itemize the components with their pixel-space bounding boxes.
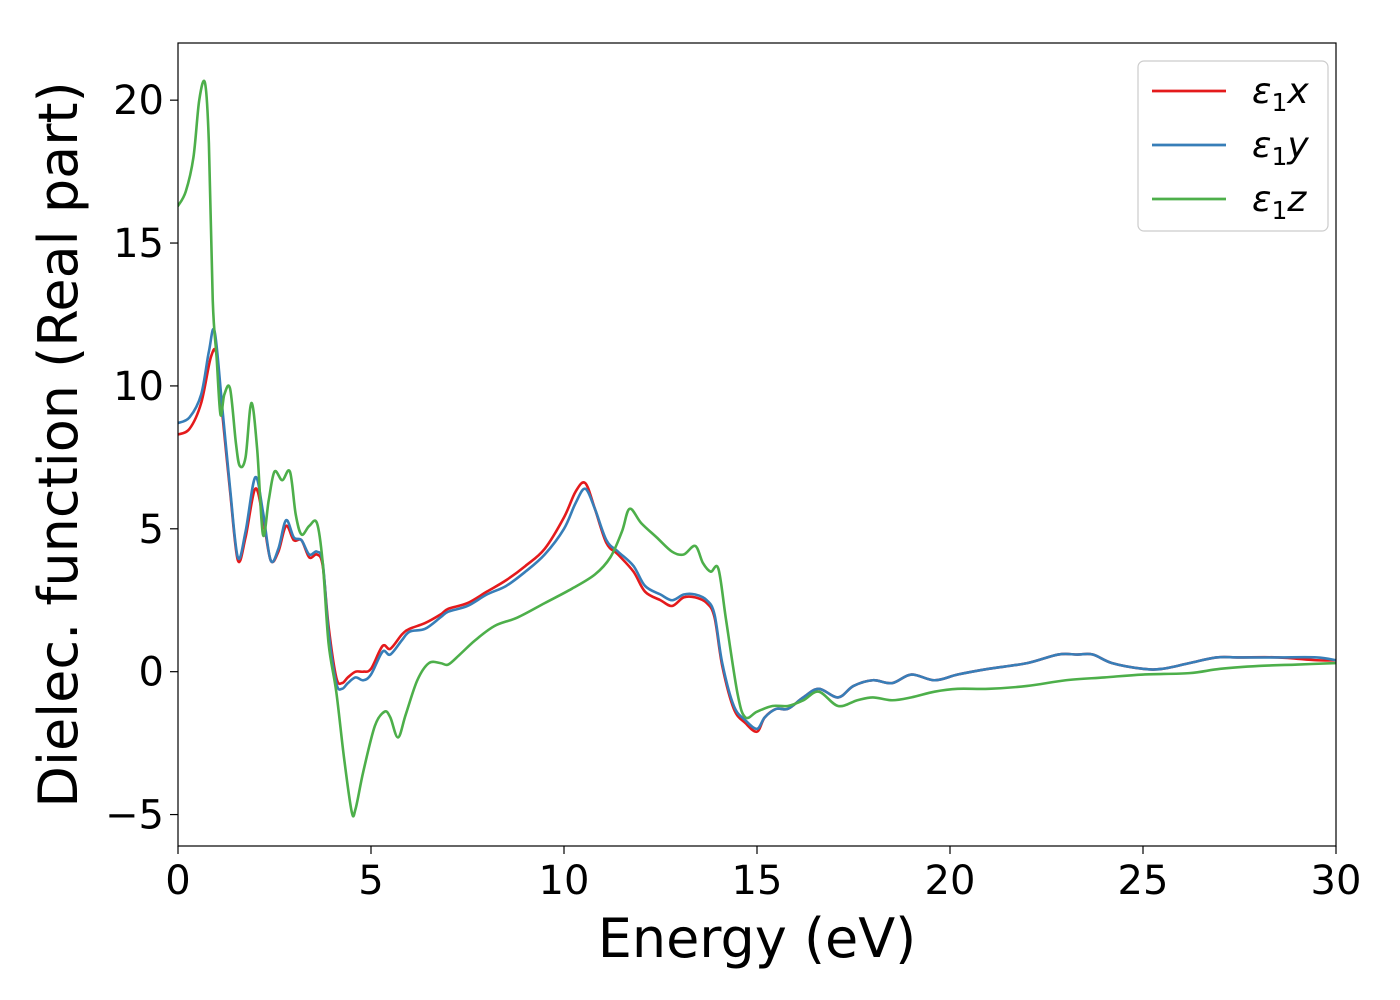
legend-box: [1137, 60, 1329, 232]
legend-label-y: ε1y: [1252, 125, 1309, 171]
legend-label-x: ε1x: [1252, 71, 1309, 117]
x-axis-title: Energy (eV): [598, 907, 917, 970]
y-tick-label: 5: [139, 507, 164, 553]
y-axis-title: Dielec. function (Real part): [27, 81, 90, 807]
legend-label-z: ε1z: [1252, 179, 1307, 225]
x-tick-label: 20: [925, 858, 976, 904]
x-tick-label: 15: [732, 858, 783, 904]
series-line-y: [178, 327, 1336, 731]
y-tick-label: 10: [113, 364, 164, 410]
series-line-z: [178, 79, 1336, 818]
y-tick-label: 15: [113, 221, 164, 267]
x-tick-label: 30: [1311, 858, 1362, 904]
y-tick-label: 20: [113, 78, 164, 124]
x-tick-label: 0: [165, 858, 190, 904]
y-tick-label: −5: [105, 793, 164, 839]
series-layer: [178, 79, 1336, 818]
legend: ε1x ε1y ε1z: [1137, 60, 1329, 232]
y-tick-label: 0: [139, 650, 164, 696]
x-tick-label: 25: [1118, 858, 1169, 904]
x-tick-label: 10: [539, 858, 590, 904]
x-tick-label: 5: [358, 858, 383, 904]
